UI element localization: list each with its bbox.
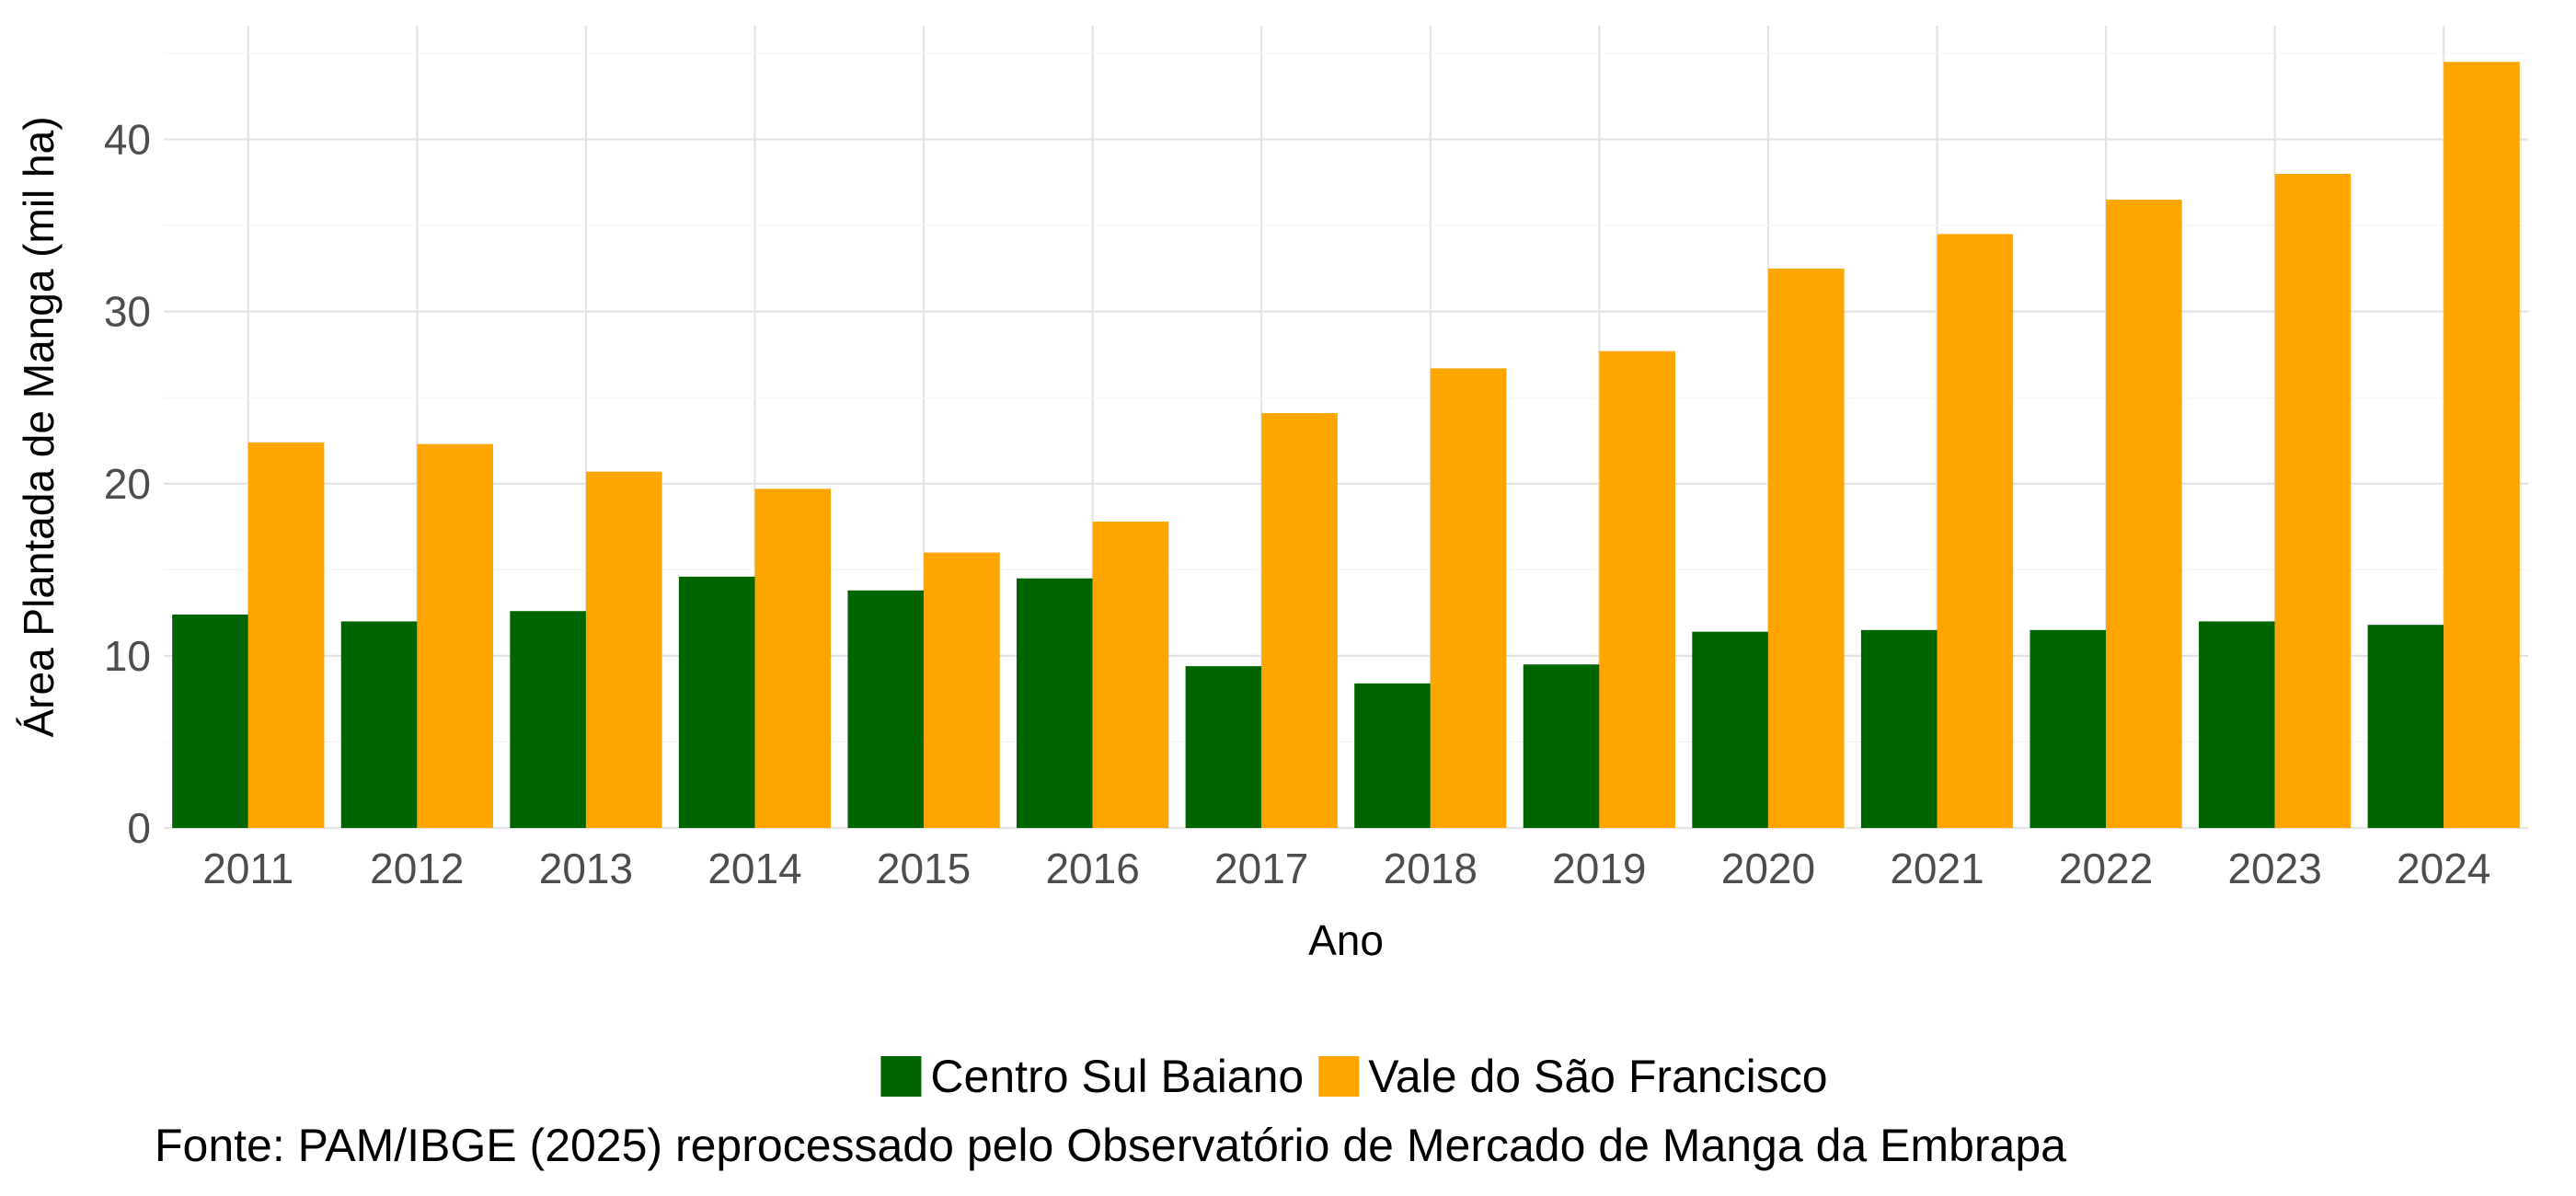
bar-centro-sul-baiano-2021 bbox=[1860, 629, 1938, 828]
bar-vale-do-sao-francisco-2011 bbox=[247, 442, 325, 828]
x-tick-label: 2014 bbox=[707, 845, 801, 892]
x-tick-label: 2020 bbox=[1721, 845, 1815, 892]
bar-centro-sul-baiano-2019 bbox=[1523, 664, 1600, 828]
y-tick-label: 0 bbox=[127, 804, 151, 852]
x-tick-label: 2012 bbox=[370, 845, 464, 892]
bar-vale-do-sao-francisco-2014 bbox=[754, 489, 832, 828]
bar-centro-sul-baiano-2016 bbox=[1017, 578, 1093, 828]
bar-centro-sul-baiano-2022 bbox=[2030, 629, 2107, 828]
y-tick-label: 30 bbox=[104, 288, 151, 336]
legend-swatch bbox=[880, 1056, 922, 1097]
bars bbox=[172, 62, 2520, 829]
bar-vale-do-sao-francisco-2024 bbox=[2444, 62, 2520, 828]
bar-vale-do-sao-francisco-2012 bbox=[417, 443, 493, 828]
bar-centro-sul-baiano-2020 bbox=[1692, 631, 1768, 828]
bar-centro-sul-baiano-2017 bbox=[1185, 666, 1262, 828]
bar-vale-do-sao-francisco-2022 bbox=[2106, 199, 2182, 828]
x-tick-label: 2015 bbox=[877, 845, 971, 892]
bar-vale-do-sao-francisco-2013 bbox=[585, 471, 662, 828]
x-tick-label: 2018 bbox=[1384, 845, 1478, 892]
bar-vale-do-sao-francisco-2017 bbox=[1261, 413, 1338, 828]
x-tick-label: 2016 bbox=[1045, 845, 1139, 892]
bar-centro-sul-baiano-2011 bbox=[172, 614, 248, 828]
legend-label: Vale do São Francisco bbox=[1368, 1051, 1827, 1102]
bar-vale-do-sao-francisco-2016 bbox=[1092, 521, 1169, 828]
x-tick-label: 2013 bbox=[539, 845, 633, 892]
bar-centro-sul-baiano-2024 bbox=[2367, 625, 2444, 828]
source-caption: Fonte: PAM/IBGE (2025) reprocessado pelo… bbox=[155, 1120, 2066, 1171]
y-axis-title: Área Plantada de Manga (mil ha) bbox=[15, 116, 63, 737]
x-axis-title: Ano bbox=[1308, 916, 1384, 964]
x-tick-label: 2021 bbox=[1890, 845, 1984, 892]
bar-vale-do-sao-francisco-2015 bbox=[924, 552, 1000, 828]
bar-vale-do-sao-francisco-2019 bbox=[1599, 351, 1675, 828]
bar-centro-sul-baiano-2013 bbox=[510, 611, 586, 828]
x-tick-label: 2011 bbox=[202, 845, 293, 892]
x-axis-ticks: 2011 2012 2013 2014 2015 2016 2017 2018 2019 2020… bbox=[202, 845, 2490, 892]
x-tick-label: 2023 bbox=[2227, 845, 2321, 892]
y-tick-label: 20 bbox=[104, 460, 151, 508]
bar-vale-do-sao-francisco-2018 bbox=[1430, 368, 1507, 828]
legend-swatch bbox=[1318, 1056, 1360, 1097]
bar-centro-sul-baiano-2015 bbox=[847, 590, 925, 828]
bar-vale-do-sao-francisco-2020 bbox=[1767, 268, 1845, 829]
y-axis-ticks: 0 10 20 30 40 bbox=[104, 116, 151, 852]
y-tick-label: 40 bbox=[104, 116, 151, 164]
bar-vale-do-sao-francisco-2021 bbox=[1937, 234, 2014, 828]
bar-centro-sul-baiano-2014 bbox=[678, 576, 755, 828]
x-tick-label: 2019 bbox=[1552, 845, 1646, 892]
legend: Centro Sul Baiano Vale do São Francisco bbox=[880, 1051, 1828, 1102]
y-tick-label: 10 bbox=[104, 632, 151, 680]
x-tick-label: 2017 bbox=[1214, 845, 1308, 892]
bar-centro-sul-baiano-2012 bbox=[340, 621, 418, 828]
bar-centro-sul-baiano-2023 bbox=[2199, 621, 2275, 828]
bar-centro-sul-baiano-2018 bbox=[1354, 683, 1431, 828]
legend-label: Centro Sul Baiano bbox=[930, 1051, 1304, 1102]
x-tick-label: 2024 bbox=[2397, 845, 2490, 892]
x-tick-label: 2022 bbox=[2059, 845, 2153, 892]
bar-vale-do-sao-francisco-2023 bbox=[2274, 173, 2352, 829]
